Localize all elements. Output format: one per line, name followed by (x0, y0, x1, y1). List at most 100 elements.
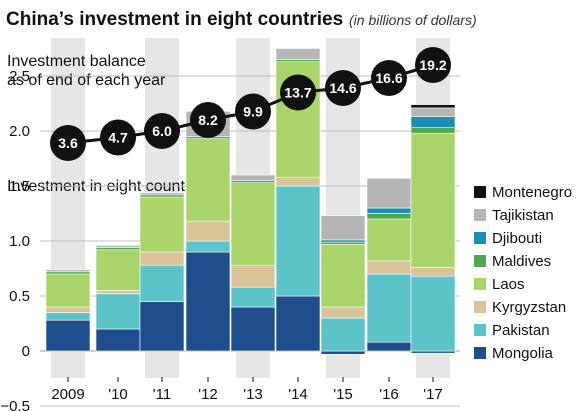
bar-segment-maldives (366, 213, 412, 220)
legend-swatch-laos (474, 278, 486, 290)
balance-point (371, 60, 407, 96)
bar-segment-laos (45, 273, 91, 308)
bar-segment-tajikistan (95, 245, 141, 248)
bar-segment-laos (366, 218, 412, 262)
legend-label-maldives: Maldives (492, 253, 551, 270)
bar-segment-mongolia (410, 350, 456, 354)
bar-segment-pakistan (95, 293, 141, 330)
bar-segment-mongolia (95, 328, 141, 352)
bar-segment-mongolia (275, 295, 321, 352)
bar-segment-laos (139, 196, 185, 253)
x-tick-label: '16 (379, 386, 399, 403)
bar-segment-montenegro (410, 104, 456, 109)
bar-segment-laos (95, 249, 141, 291)
balance-label-line1: Investment balance (7, 53, 146, 70)
balance-bubbles: 3.6 4.7 6.0 8.2 9.9 13.7 14.6 16.6 19.2 (50, 47, 451, 161)
bar-segment-mongolia (366, 341, 412, 352)
bar-segment-tajikistan (410, 107, 456, 118)
bar-segment-kyrgyzstan (45, 306, 91, 313)
balance-value-label: 9.9 (243, 104, 263, 120)
balance-point (50, 125, 86, 161)
y-tick-label: 1.0 (9, 233, 30, 250)
bar-segment-pakistan (139, 264, 185, 302)
legend-swatch-pakistan (474, 324, 486, 336)
bar-segment-djibouti (320, 239, 366, 243)
y-tick-label: 0 (22, 343, 30, 360)
bar-segment-tajikistan (320, 215, 366, 241)
x-tick-label: '12 (198, 386, 218, 403)
bar-segment-laos (230, 182, 276, 266)
bar-segment-maldives (95, 247, 141, 251)
bar-segment-tajikistan (230, 174, 276, 181)
balance-point (235, 93, 271, 130)
x-tick-label: '11 (153, 386, 171, 403)
bar-segment-maldives (45, 271, 91, 275)
x-tick-label: '17 (423, 386, 443, 403)
bar-segment-laos (320, 244, 366, 308)
legend-label-djibouti: Djibouti (492, 230, 542, 247)
x-axis-ticks: 2009 '10 '11 '12 '13 '14 '15 '16 '17 (51, 377, 443, 403)
bar-segment-mongolia (230, 306, 276, 352)
bar-segment-kyrgyzstan (275, 176, 321, 187)
stacked-bars (45, 48, 456, 355)
bar-segment-maldives (275, 59, 321, 62)
bar-segment-maldives (230, 180, 276, 183)
chart-title: China’s investment in eight countries (6, 9, 343, 30)
legend-swatch-tajikistan (474, 209, 486, 221)
bar-segment-pakistan (366, 273, 412, 343)
bar-segment-tajikistan (275, 48, 321, 60)
bar-segment-kyrgyzstan (95, 290, 141, 295)
y-tick-label: 2.0 (9, 123, 30, 140)
bar-segment-maldives (320, 241, 366, 245)
x-tick-label: '15 (333, 386, 353, 403)
legend-label-pakistan: Pakistan (492, 322, 550, 339)
bar-segment-kyrgyzstan (230, 264, 276, 288)
legend-swatch-montenegro (474, 186, 486, 198)
bar-segment-maldives (410, 127, 456, 134)
bar-segment-laos (185, 138, 231, 222)
legend-swatch-djibouti (474, 232, 486, 244)
x-tick-label: '13 (243, 386, 263, 403)
bar-segment-mongolia (320, 350, 366, 355)
bar-segment-maldives (139, 194, 185, 198)
bar-segment-laos (410, 132, 456, 268)
legend-label-tajikistan: Tajikistan (492, 207, 554, 224)
y-axis-ticks: −0.5 0 0.5 1.0 1.5 2.0 2.5 (0, 68, 30, 411)
bar-segment-kyrgyzstan (366, 260, 412, 275)
chart-subtitle: (in billions of dollars) (349, 12, 477, 28)
y-tick-label: 1.5 (9, 178, 30, 195)
x-tick-label: 2009 (51, 386, 84, 403)
bar-segment-mongolia (139, 301, 185, 352)
balance-point (325, 70, 361, 106)
legend-label-montenegro: Montenegro (492, 184, 572, 201)
balance-point (190, 102, 226, 138)
x-tick-label: '10 (108, 386, 128, 403)
bar-segment-mongolia (185, 251, 231, 352)
balance-point (280, 74, 316, 111)
legend-swatch-maldives (474, 255, 486, 267)
bar-segment-kyrgyzstan (320, 306, 366, 319)
legend-swatch-mongolia (474, 347, 486, 359)
balance-point (144, 113, 180, 149)
y-tick-label: 0.5 (9, 288, 30, 305)
bar-segment-kyrgyzstan (410, 267, 456, 277)
bar-segment-pakistan (185, 240, 231, 253)
balance-point (415, 47, 451, 83)
balance-value-label: 6.0 (152, 123, 172, 139)
balance-point (100, 119, 136, 156)
bar-segment-pakistan (320, 317, 366, 352)
bar-segment-tajikistan (45, 269, 91, 273)
balance-value-label: 4.7 (108, 130, 128, 146)
bar-segment-pakistan (230, 286, 276, 308)
balance-value-label: 14.6 (329, 80, 356, 96)
bar-segment-kyrgyzstan (139, 251, 185, 266)
balance-value-label: 13.7 (284, 85, 311, 101)
bar-segment-kyrgyzstan (185, 220, 231, 242)
legend-label-laos: Laos (492, 276, 525, 293)
balance-label-line2: as of end of each year (7, 72, 166, 89)
legend: Montenegro Tajikistan Djibouti Maldives Laos… (474, 184, 572, 362)
bar-segment-pakistan (275, 185, 321, 297)
balance-value-label: 19.2 (419, 57, 446, 73)
